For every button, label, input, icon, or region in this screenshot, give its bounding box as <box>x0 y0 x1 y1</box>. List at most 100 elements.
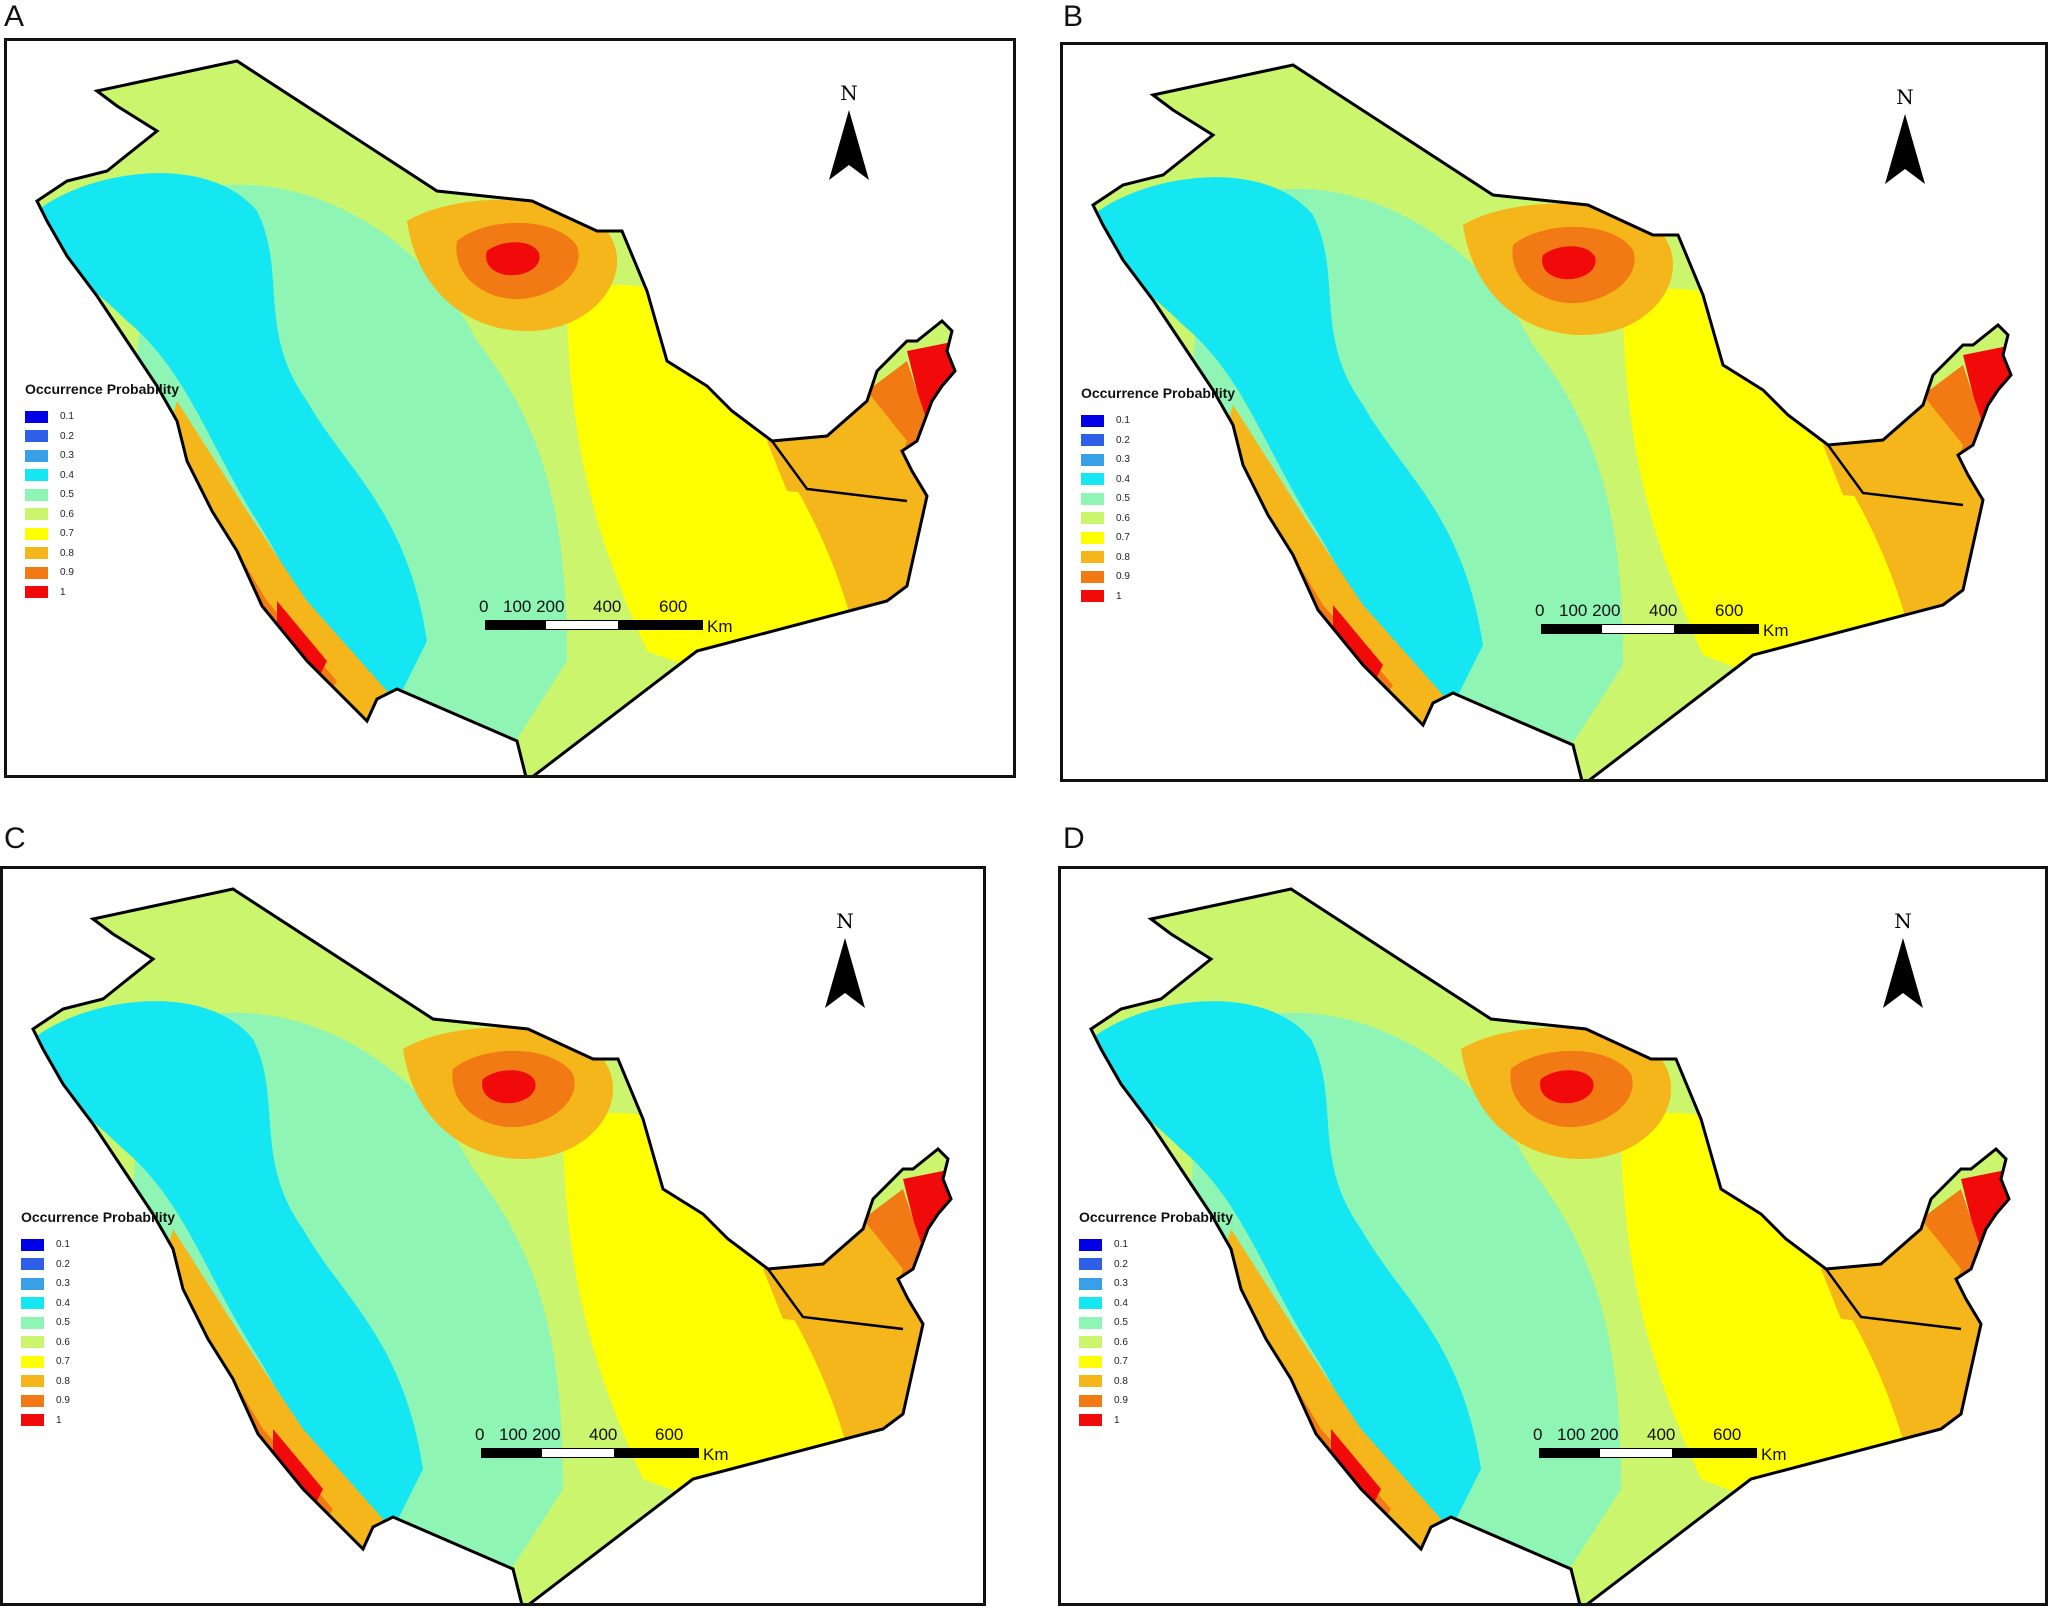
legend-entry: 1 <box>1081 587 1301 607</box>
north-label: N <box>836 909 854 933</box>
north-arrow-icon <box>1885 114 1925 184</box>
scale-tick: 400 <box>1647 1425 1676 1444</box>
legend-entry: 0.7 <box>1079 1352 1299 1372</box>
internal-border <box>766 1268 904 1331</box>
scale-tick: 100 200 <box>503 597 565 616</box>
legend-value: 0.5 <box>1116 493 1130 505</box>
legend-swatch <box>25 566 48 579</box>
probability-map <box>1089 887 2011 1603</box>
zone-0.4-northwest <box>37 173 427 721</box>
north-label: N <box>1896 85 1914 109</box>
legend-value: 0.3 <box>1116 454 1130 466</box>
legend-value: 0.7 <box>60 528 74 540</box>
zone-0.7-east <box>563 1112 908 1509</box>
legend-entry: 0.3 <box>1081 450 1301 470</box>
internal-border <box>770 440 908 503</box>
legend-value: 0.5 <box>1114 1317 1128 1329</box>
scale-segment <box>1601 624 1675 634</box>
internal-border <box>1824 1268 1962 1331</box>
scale-tick: 600 <box>1715 601 1744 620</box>
legend-value: 0.1 <box>1116 415 1130 427</box>
north-arrow: N <box>819 81 879 190</box>
scale-bar: 0 100 200 400 600 Km <box>1529 1425 1809 1465</box>
scale-unit: Km <box>703 1445 729 1464</box>
legend-value: 0.9 <box>56 1395 70 1407</box>
scale-bar: 0 100 200 400 600 Km <box>471 1425 751 1465</box>
legend-swatch <box>21 1336 44 1349</box>
scale-tick: 0 <box>1533 1425 1543 1444</box>
legend-value: 0.7 <box>56 1356 70 1368</box>
legend-swatch <box>1081 570 1104 583</box>
north-arrow-icon <box>1883 938 1923 1008</box>
legend-entry: 0.8 <box>25 544 245 564</box>
legend-entry: 0.2 <box>21 1255 241 1275</box>
country-outline <box>1091 63 2013 779</box>
north-arrow-icon <box>829 110 869 180</box>
panel-b: N Occurrence Probability 0.1 0.2 0.3 0.4 0.5 0.… <box>1060 42 2048 782</box>
legend-swatch <box>21 1258 44 1271</box>
zone-0.7-east <box>1623 288 1968 685</box>
scale-tick: 600 <box>655 1425 684 1444</box>
legend-swatch <box>1079 1394 1102 1407</box>
zone-0.8-gulf <box>1821 1219 1961 1329</box>
legend-entry: 0.4 <box>1079 1294 1299 1314</box>
legend-swatch <box>1079 1414 1102 1427</box>
legend-value: 0.2 <box>60 430 74 442</box>
scale-segment <box>545 620 619 630</box>
scale-unit: Km <box>1763 621 1789 640</box>
legend-entry: 0.1 <box>1079 1235 1299 1255</box>
panel-label-b: B <box>1063 0 1084 33</box>
legend-swatch <box>21 1316 44 1329</box>
legend-entry: 0.4 <box>25 466 245 486</box>
scale-segment <box>485 620 545 630</box>
scale-segment <box>1541 624 1601 634</box>
legend-value: 0.5 <box>60 489 74 501</box>
legend-value: 1 <box>56 1414 62 1426</box>
legend-value: 0.2 <box>1114 1258 1128 1270</box>
legend-entry: 0.9 <box>21 1391 241 1411</box>
zone-0.8-gulf <box>763 1219 903 1329</box>
legend-entry: 1 <box>25 583 245 603</box>
zone-0.4-northwest <box>1091 1001 1481 1549</box>
legend-entry: 0.8 <box>1081 548 1301 568</box>
legend: Occurrence Probability 0.1 0.2 0.3 0.4 0.5 0.6… <box>1079 1209 1299 1430</box>
legend-swatch <box>1081 492 1104 505</box>
legend-swatch <box>1079 1297 1102 1310</box>
legend-swatch <box>1081 473 1104 486</box>
legend-entry: 0.5 <box>21 1313 241 1333</box>
legend-value: 0.8 <box>60 547 74 559</box>
legend-entry: 0.1 <box>25 407 245 427</box>
legend-value: 0.7 <box>1116 532 1130 544</box>
scale-unit: Km <box>707 617 733 636</box>
legend-title: Occurrence Probability <box>21 1209 176 1225</box>
scale-tick: 400 <box>593 597 622 616</box>
legend-value: 0.8 <box>1116 551 1130 563</box>
legend-entry: 0.9 <box>1081 567 1301 587</box>
legend-value: 0.5 <box>56 1317 70 1329</box>
legend-entry: 0.5 <box>25 485 245 505</box>
scale-bar: 0 100 200 400 600 Km <box>1531 601 1811 641</box>
legend-swatch <box>21 1414 44 1427</box>
probability-map <box>1091 63 2013 779</box>
scale-tick: 400 <box>1649 601 1678 620</box>
scale-segment <box>481 1448 541 1458</box>
north-arrow: N <box>815 909 875 1018</box>
zone-0.8-coast <box>1211 1229 1441 1589</box>
legend-entry: 0.6 <box>1081 509 1301 529</box>
scale-tick: 0 <box>1535 601 1545 620</box>
legend-entry: 0.6 <box>1079 1333 1299 1353</box>
zone-1-hotspot <box>486 242 540 276</box>
legend-value: 0.8 <box>56 1375 70 1387</box>
legend-swatch <box>1079 1375 1102 1388</box>
legend-value: 1 <box>1116 590 1122 602</box>
scale-bar: 0 100 200 400 600 Km <box>475 597 755 637</box>
legend-value: 0.1 <box>56 1239 70 1251</box>
legend-value: 0.9 <box>1114 1395 1128 1407</box>
panel-label-a: A <box>4 0 25 33</box>
scale-segment <box>1599 1448 1673 1458</box>
scale-tick: 0 <box>479 597 489 616</box>
scale-tick: 400 <box>589 1425 618 1444</box>
legend-swatch <box>25 410 48 423</box>
zone-0.7-east <box>1621 1112 1966 1509</box>
zone-1-hotspot <box>482 1070 536 1104</box>
